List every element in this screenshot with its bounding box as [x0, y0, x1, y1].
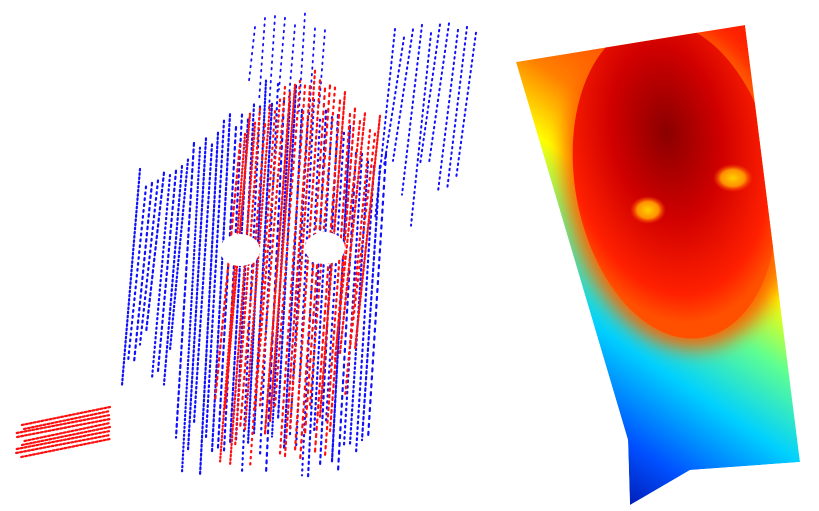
point-strip [259, 18, 265, 102]
point-strip [249, 27, 255, 81]
eye-right [713, 164, 753, 192]
point-strip [447, 27, 467, 191]
point-strip [170, 160, 188, 350]
point-strip [269, 16, 275, 109]
eye-hole [305, 232, 345, 264]
page: {} ( [0, 0, 819, 511]
point-strip [411, 33, 431, 226]
point-strip [140, 181, 158, 345]
eye-left [630, 196, 666, 224]
eye-hole [220, 234, 260, 266]
depth-map [516, 3, 817, 505]
point-cloud [16, 14, 476, 479]
point-strip [429, 23, 449, 163]
point-strip [438, 30, 458, 192]
scene [0, 0, 819, 511]
point-strip [146, 173, 164, 334]
point-strip [299, 14, 305, 111]
point-strip [456, 33, 476, 179]
point-strip [279, 18, 285, 90]
point-strip [402, 25, 422, 195]
